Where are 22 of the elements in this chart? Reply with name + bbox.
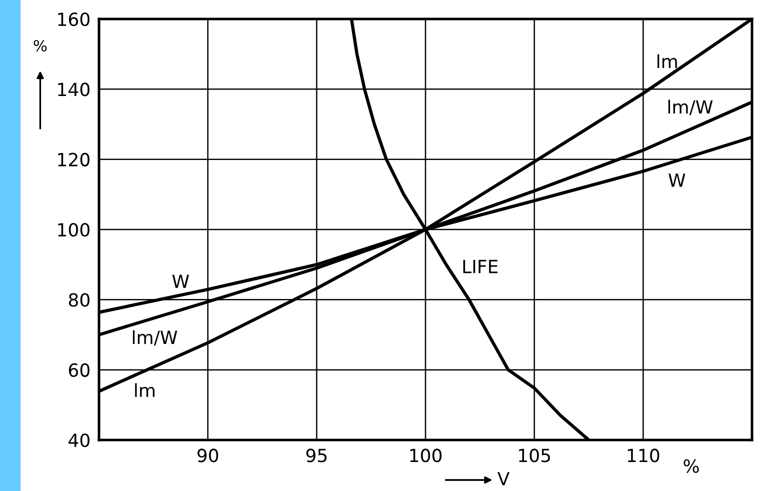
x-tick-label: 100 xyxy=(410,448,442,462)
y-tick-label: 100 xyxy=(58,222,90,237)
x-tick-label: 95 xyxy=(306,448,327,462)
x-axis-title: V xyxy=(497,472,510,486)
series-label: lm/W xyxy=(668,100,713,116)
y-tick-label: 160 xyxy=(58,12,90,26)
y-tick-label: 140 xyxy=(58,82,90,96)
y-tick-label: 120 xyxy=(58,152,90,166)
series-label: lm xyxy=(658,54,677,68)
y-tick-label: 60 xyxy=(68,363,90,377)
series-label: W xyxy=(172,274,189,288)
y-axis-title: % xyxy=(34,40,47,52)
x-tick-label: 90 xyxy=(197,448,218,462)
y-tick-label: 80 xyxy=(68,293,90,307)
x-tick-label: 105 xyxy=(519,448,550,462)
x-tick-label: 110 xyxy=(628,448,660,462)
text: % xyxy=(684,459,699,473)
text: lm xyxy=(135,383,154,397)
y-tick-label: 40 xyxy=(68,433,90,448)
text: lm/W xyxy=(132,330,178,346)
series-label: LIFE xyxy=(463,260,498,274)
text: W xyxy=(668,174,686,187)
